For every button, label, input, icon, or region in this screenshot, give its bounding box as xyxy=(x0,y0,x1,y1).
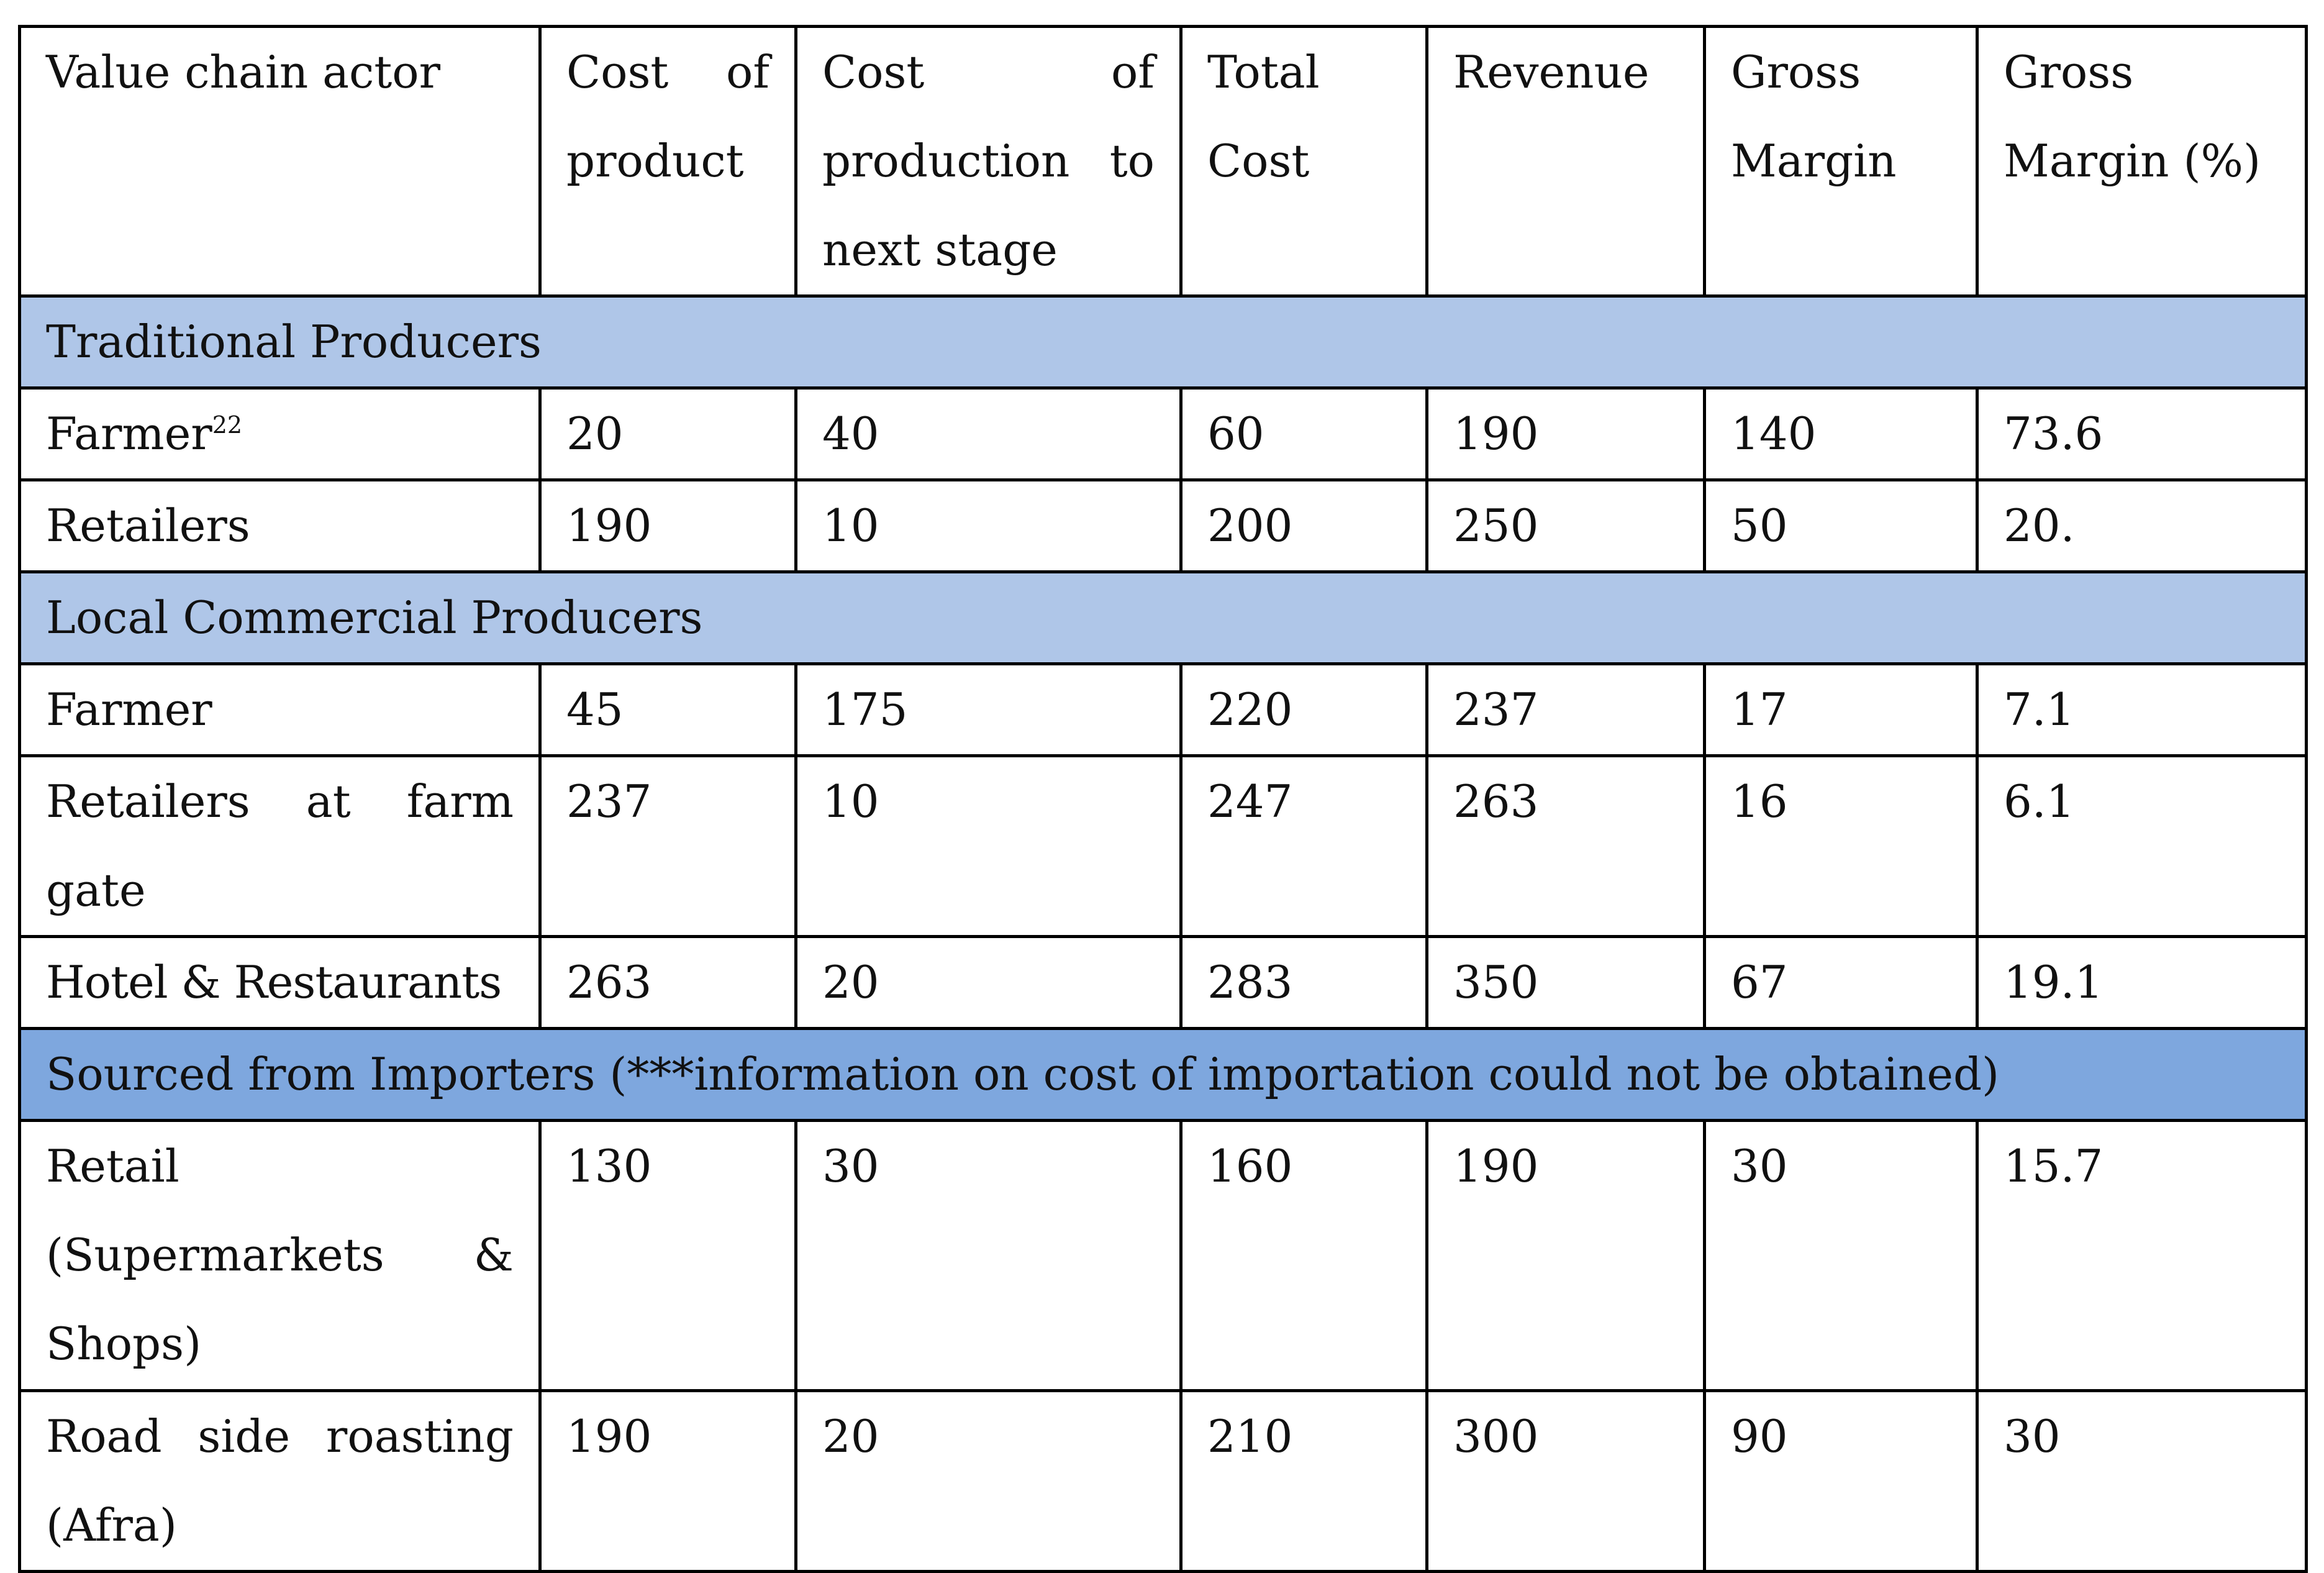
cost-of-product-cell: 190 xyxy=(538,478,797,573)
total-cost-cell: 220 xyxy=(1179,662,1428,757)
header-revenue: Revenue xyxy=(1425,25,1706,298)
actor-cell: Retail (Supermarkets & Shops) xyxy=(18,1119,542,1392)
section-row-local-commercial-producers: Local Commercial Producers xyxy=(18,570,2308,665)
cost-of-product-cell: 263 xyxy=(538,935,797,1030)
gross-margin-percent-cell: 6.1 xyxy=(1976,754,2308,938)
gross-margin-cell: 17 xyxy=(1703,662,1979,757)
revenue-cell: 237 xyxy=(1425,662,1706,757)
header-value-chain-actor: Value chain actor xyxy=(18,25,542,298)
actor-cell: Retailers xyxy=(18,478,542,573)
actor-cell: Hotel & Restaurants xyxy=(18,935,542,1030)
gross-margin-cell: 140 xyxy=(1703,386,1979,481)
section-title: Sourced from Importers (***information o… xyxy=(18,1027,2308,1122)
cost-of-production-cell: 20 xyxy=(794,935,1182,1030)
value-chain-table-container: Value chain actor Cost of product Cost o… xyxy=(18,25,2308,1573)
gross-margin-percent-cell: 19.1 xyxy=(1976,935,2308,1030)
table-row: Farmer 45 175 220 237 17 7.1 xyxy=(18,662,2308,757)
actor-cell: Farmer22 xyxy=(18,386,542,481)
revenue-cell: 190 xyxy=(1425,1119,1706,1392)
gross-margin-cell: 67 xyxy=(1703,935,1979,1030)
actor-cell: Road side roasting (Afra) xyxy=(18,1389,542,1573)
header-cost-of-product: Cost of product xyxy=(538,25,797,298)
cost-of-production-cell: 10 xyxy=(794,478,1182,573)
gross-margin-percent-cell: 30 xyxy=(1976,1389,2308,1573)
table-row: Retailers 190 10 200 250 50 20. xyxy=(18,478,2308,573)
section-title: Traditional Producers xyxy=(18,294,2308,390)
gross-margin-cell: 30 xyxy=(1703,1119,1979,1392)
total-cost-cell: 247 xyxy=(1179,754,1428,938)
cost-of-production-cell: 175 xyxy=(794,662,1182,757)
table-row: Farmer22 20 40 60 190 140 73.6 xyxy=(18,386,2308,481)
header-gross-margin-percent: Gross Margin (%) xyxy=(1976,25,2308,298)
value-chain-margin-table: Value chain actor Cost of product Cost o… xyxy=(18,25,2308,1573)
header-gross-margin: Gross Margin xyxy=(1703,25,1979,298)
cost-of-production-cell: 40 xyxy=(794,386,1182,481)
footnote-marker: 22 xyxy=(212,411,243,439)
gross-margin-cell: 90 xyxy=(1703,1389,1979,1573)
total-cost-cell: 160 xyxy=(1179,1119,1428,1392)
header-total-cost: Total Cost xyxy=(1179,25,1428,298)
section-row-traditional-producers: Traditional Producers xyxy=(18,294,2308,390)
cost-of-production-cell: 10 xyxy=(794,754,1182,938)
table-row: Retail (Supermarkets & Shops) 130 30 160… xyxy=(18,1119,2308,1392)
total-cost-cell: 210 xyxy=(1179,1389,1428,1573)
gross-margin-percent-cell: 20. xyxy=(1976,478,2308,573)
section-row-sourced-from-importers: Sourced from Importers (***information o… xyxy=(18,1027,2308,1122)
cost-of-production-cell: 20 xyxy=(794,1389,1182,1573)
revenue-cell: 350 xyxy=(1425,935,1706,1030)
actor-cell: Farmer xyxy=(18,662,542,757)
revenue-cell: 300 xyxy=(1425,1389,1706,1573)
table-header-row: Value chain actor Cost of product Cost o… xyxy=(18,25,2308,298)
revenue-cell: 250 xyxy=(1425,478,1706,573)
table-row: Hotel & Restaurants 263 20 283 350 67 19… xyxy=(18,935,2308,1030)
gross-margin-cell: 50 xyxy=(1703,478,1979,573)
gross-margin-percent-cell: 7.1 xyxy=(1976,662,2308,757)
actor-label: Farmer xyxy=(46,408,212,460)
cost-of-production-cell: 30 xyxy=(794,1119,1182,1392)
revenue-cell: 263 xyxy=(1425,754,1706,938)
total-cost-cell: 200 xyxy=(1179,478,1428,573)
cost-of-product-cell: 130 xyxy=(538,1119,797,1392)
cost-of-product-cell: 237 xyxy=(538,754,797,938)
cost-of-product-cell: 20 xyxy=(538,386,797,481)
header-cost-of-production: Cost of production to next stage xyxy=(794,25,1182,298)
gross-margin-cell: 16 xyxy=(1703,754,1979,938)
table-row: Retailers at farm gate 237 10 247 263 16… xyxy=(18,754,2308,938)
section-title: Local Commercial Producers xyxy=(18,570,2308,665)
cost-of-product-cell: 190 xyxy=(538,1389,797,1573)
cost-of-product-cell: 45 xyxy=(538,662,797,757)
table-row: Road side roasting (Afra) 190 20 210 300… xyxy=(18,1389,2308,1573)
total-cost-cell: 283 xyxy=(1179,935,1428,1030)
gross-margin-percent-cell: 73.6 xyxy=(1976,386,2308,481)
total-cost-cell: 60 xyxy=(1179,386,1428,481)
revenue-cell: 190 xyxy=(1425,386,1706,481)
actor-cell: Retailers at farm gate xyxy=(18,754,542,938)
gross-margin-percent-cell: 15.7 xyxy=(1976,1119,2308,1392)
